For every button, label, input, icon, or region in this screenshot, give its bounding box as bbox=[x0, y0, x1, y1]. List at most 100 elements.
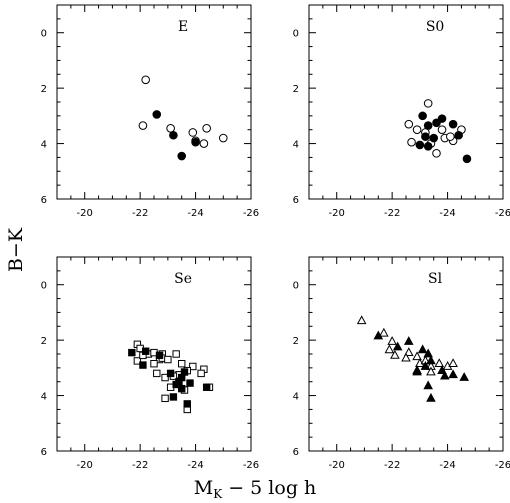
panel-label: Se bbox=[174, 271, 192, 287]
data-point-square bbox=[141, 347, 150, 355]
data-point-square bbox=[133, 357, 142, 365]
x-tick-label: -26 bbox=[495, 460, 510, 471]
data-point-circle bbox=[199, 139, 209, 148]
data-point-circle bbox=[423, 99, 433, 108]
data-point-triangle bbox=[448, 358, 458, 368]
y-tick-label: 2 bbox=[41, 84, 47, 95]
y-tick-label: 6 bbox=[293, 447, 299, 458]
data-point-square bbox=[150, 360, 158, 368]
x-axis-title: MK − 5 log h bbox=[194, 477, 317, 501]
data-point-circle bbox=[437, 125, 447, 135]
panel-3: -20 -22 -24 -26 0 2 4 6 Se bbox=[41, 256, 259, 471]
data-point-circle bbox=[169, 130, 178, 140]
x-tick-label: -24 bbox=[187, 460, 203, 471]
data-point-square bbox=[178, 384, 186, 393]
data-point-triangle bbox=[437, 365, 447, 374]
data-point-circle bbox=[423, 121, 433, 130]
data-point-circle bbox=[138, 121, 148, 130]
data-point-triangle bbox=[387, 336, 397, 345]
y-tick-label: 0 bbox=[293, 29, 299, 40]
data-point-square bbox=[186, 379, 194, 387]
y-tick-label: 0 bbox=[41, 29, 47, 40]
data-point-triangle bbox=[384, 344, 395, 354]
data-point-triangle bbox=[403, 347, 414, 356]
data-point-square bbox=[202, 383, 211, 391]
x-tick-label: -20 bbox=[77, 460, 93, 471]
panel-label: Sl bbox=[428, 271, 443, 287]
y-tick-label: 2 bbox=[41, 336, 47, 347]
data-point-triangle bbox=[412, 351, 422, 361]
x-tick-label: -26 bbox=[495, 208, 510, 219]
x-tick-label: -26 bbox=[243, 460, 259, 471]
data-point-circle bbox=[407, 137, 416, 147]
data-point-circle bbox=[202, 124, 211, 133]
data-point-square bbox=[161, 394, 169, 403]
data-point-circle bbox=[191, 137, 200, 147]
x-tick-label: -24 bbox=[439, 208, 455, 219]
data-point-square bbox=[197, 369, 205, 378]
y-tick-label: 2 bbox=[293, 84, 299, 95]
x-tick-label: -22 bbox=[384, 460, 400, 471]
y-tick-label: 4 bbox=[293, 140, 299, 151]
data-point-circle bbox=[412, 125, 422, 135]
data-point-square bbox=[153, 369, 161, 378]
data-point-triangle bbox=[459, 372, 470, 381]
data-point-circle bbox=[421, 132, 430, 141]
panel-1: -20 -22 -24 -26 0 2 4 6 E bbox=[41, 4, 259, 219]
data-point-square bbox=[172, 380, 180, 389]
y-tick-label: 0 bbox=[293, 281, 299, 292]
x-tick-label: -22 bbox=[132, 208, 148, 219]
data-point-triangle bbox=[439, 370, 450, 380]
data-point-square bbox=[180, 368, 189, 376]
data-point-triangle bbox=[448, 369, 458, 379]
y-tick-label: 2 bbox=[293, 336, 299, 347]
y-tick-label: 6 bbox=[293, 195, 299, 206]
data-point-square bbox=[172, 350, 180, 358]
panel-4: -20 -22 -24 -26 0 2 4 6 Sl bbox=[293, 256, 510, 471]
data-point-triangle bbox=[392, 341, 403, 351]
x-tick-label: -22 bbox=[384, 208, 400, 219]
x-axis-title-subscript: K bbox=[213, 487, 223, 501]
data-point-triangle bbox=[426, 392, 436, 402]
data-point-square bbox=[128, 348, 136, 357]
panel-label: E bbox=[178, 19, 188, 35]
data-point-triangle bbox=[420, 361, 431, 370]
data-point-circle bbox=[141, 75, 150, 85]
y-tick-label: 6 bbox=[41, 195, 47, 206]
data-point-circle bbox=[188, 128, 198, 137]
data-point-circle bbox=[177, 151, 187, 161]
data-point-circle bbox=[446, 132, 455, 141]
data-point-circle bbox=[415, 140, 425, 150]
panel-2: -20 -22 -24 -26 0 2 4 6 S0 bbox=[293, 4, 510, 219]
data-point-square bbox=[183, 400, 191, 408]
x-tick-label: -20 bbox=[329, 460, 345, 471]
data-point-square bbox=[178, 360, 186, 368]
data-point-circle bbox=[152, 110, 162, 119]
data-point-triangle bbox=[423, 380, 433, 390]
data-point-triangle bbox=[356, 315, 367, 325]
data-point-circle bbox=[432, 118, 441, 128]
x-tick-label: -22 bbox=[132, 460, 148, 471]
data-point-triangle bbox=[426, 366, 436, 376]
data-point-triangle bbox=[373, 330, 384, 340]
y-tick-label: 4 bbox=[293, 392, 299, 403]
data-point-square bbox=[139, 361, 147, 369]
data-point-triangle bbox=[403, 336, 414, 345]
y-tick-label: 4 bbox=[41, 392, 47, 403]
data-point-circle bbox=[423, 142, 433, 151]
data-point-triangle bbox=[379, 327, 389, 337]
y-axis-title: B−K bbox=[5, 227, 27, 272]
data-point-square bbox=[189, 362, 197, 371]
data-point-square bbox=[164, 355, 172, 364]
data-point-square bbox=[166, 369, 175, 378]
data-point-circle bbox=[448, 119, 458, 129]
y-tick-label: 6 bbox=[41, 447, 47, 458]
data-point-circle bbox=[218, 133, 228, 143]
data-point-square bbox=[169, 393, 178, 401]
x-axis-title-rest: − 5 log h bbox=[222, 477, 316, 499]
data-point-triangle bbox=[434, 358, 445, 368]
data-point-triangle bbox=[417, 344, 428, 354]
x-tick-label: -20 bbox=[77, 208, 93, 219]
